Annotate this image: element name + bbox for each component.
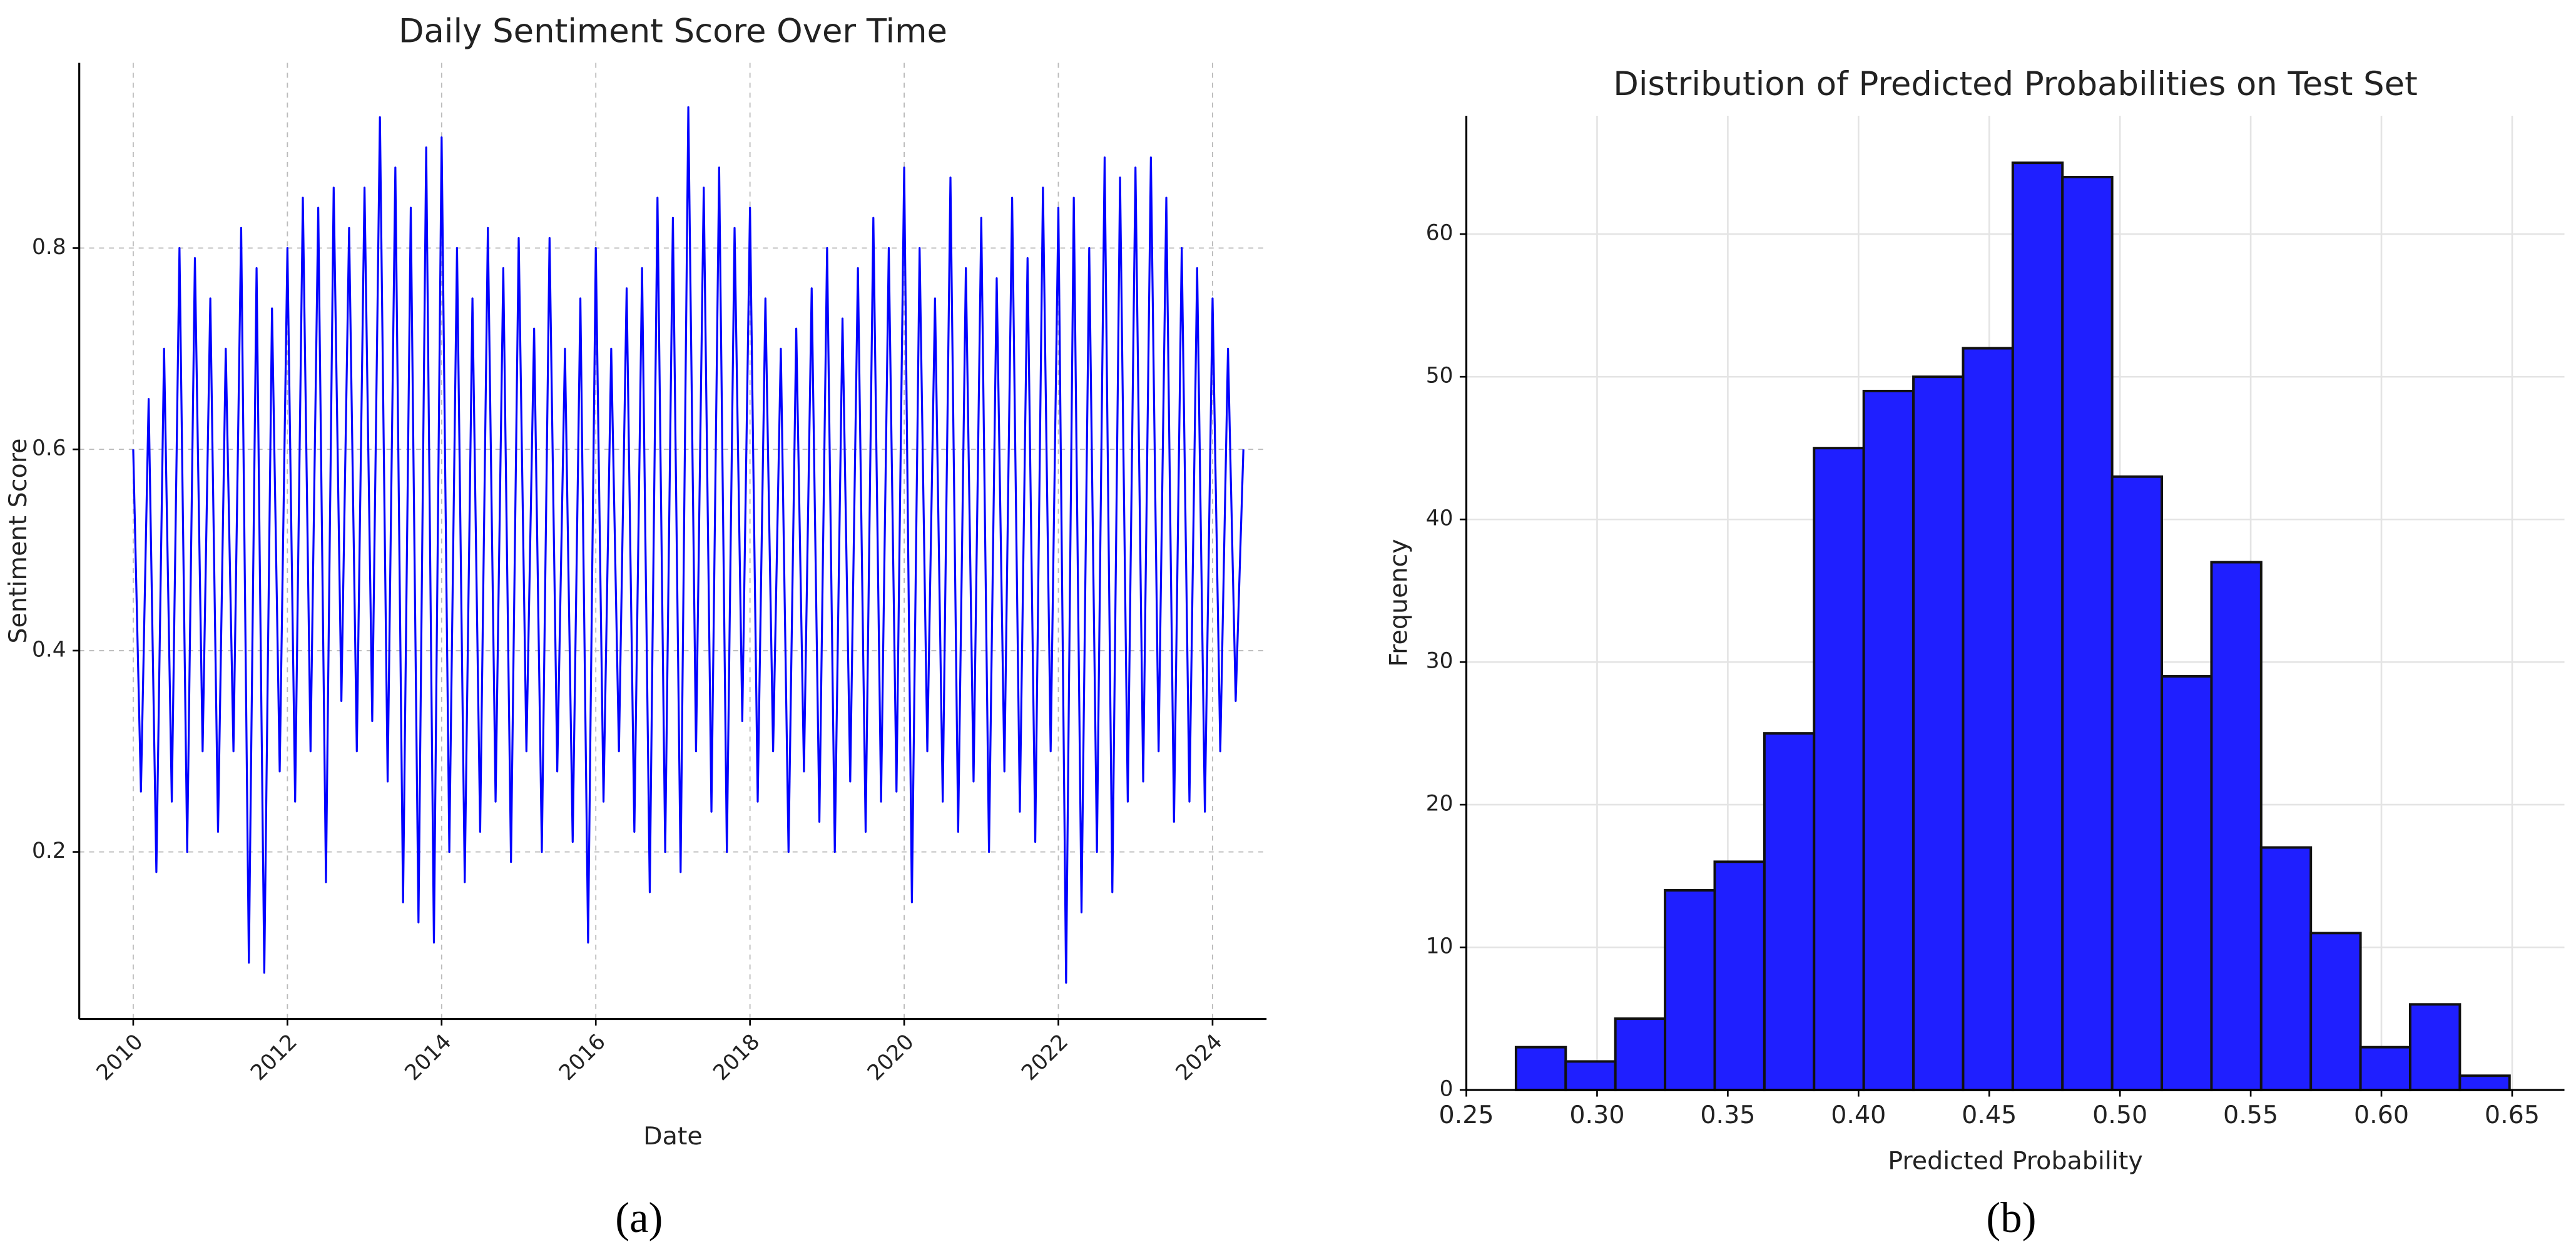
bar bbox=[1962, 347, 2014, 1092]
bar bbox=[2210, 561, 2263, 1092]
x-tick-label: 0.65 bbox=[2485, 1101, 2540, 1129]
x-tick-label: 2010 bbox=[92, 1029, 148, 1086]
caption: (b) bbox=[1986, 1194, 2036, 1241]
y-axis-label: Frequency bbox=[1384, 539, 1413, 666]
x-tick-label: 0.30 bbox=[1569, 1101, 1624, 1129]
x-tick-label: 0.35 bbox=[1700, 1101, 1755, 1129]
x-axis-label: Date bbox=[643, 1122, 703, 1151]
chart-title: Daily Sentiment Score Over Time bbox=[399, 13, 947, 51]
bar bbox=[2161, 674, 2213, 1092]
x-tick-label: 2018 bbox=[708, 1029, 765, 1086]
bar bbox=[1813, 447, 1865, 1092]
y-axis-label: Sentiment Score bbox=[4, 439, 33, 644]
x-tick-label: 0.60 bbox=[2354, 1101, 2409, 1129]
x-tick-label: 2022 bbox=[1017, 1029, 1073, 1086]
y-tick-label: 0 bbox=[1440, 1077, 1453, 1102]
bar bbox=[1564, 1060, 1617, 1092]
y-tick-label: 50 bbox=[1426, 364, 1453, 389]
bar bbox=[1614, 1017, 1667, 1092]
bar bbox=[1862, 389, 1915, 1092]
y-tick-label: 0.8 bbox=[32, 235, 66, 260]
caption: (a) bbox=[615, 1194, 663, 1241]
line bbox=[132, 106, 1245, 984]
x-tick-label: 2012 bbox=[246, 1029, 302, 1086]
bar bbox=[1713, 860, 1766, 1092]
bar bbox=[2110, 475, 2164, 1092]
bar bbox=[2409, 1003, 2461, 1092]
x-tick-label: 2014 bbox=[400, 1029, 456, 1086]
bar bbox=[2458, 1074, 2511, 1092]
x-tick-label: 2016 bbox=[554, 1029, 611, 1086]
x-axis-label: Predicted Probability bbox=[1888, 1147, 2143, 1176]
bar bbox=[1912, 375, 1965, 1092]
y-tick-label: 0.2 bbox=[32, 838, 66, 863]
bar bbox=[2309, 932, 2362, 1092]
x-tick-label: 0.50 bbox=[2092, 1101, 2147, 1129]
y-tick-label: 20 bbox=[1426, 791, 1453, 817]
bar bbox=[1664, 888, 1716, 1092]
bar bbox=[2011, 161, 2064, 1092]
chart-title: Distribution of Predicted Probabilities … bbox=[1613, 65, 2418, 103]
bar bbox=[2061, 176, 2114, 1092]
bar bbox=[2259, 846, 2313, 1092]
x-tick-label: 2020 bbox=[863, 1029, 919, 1086]
x-tick-label: 0.45 bbox=[1962, 1101, 2017, 1129]
y-tick-label: 10 bbox=[1426, 934, 1453, 959]
y-tick-label: 30 bbox=[1426, 649, 1453, 674]
x-tick-label: 0.25 bbox=[1438, 1101, 1494, 1129]
bar bbox=[1763, 732, 1816, 1092]
x-tick-label: 0.40 bbox=[1831, 1101, 1886, 1129]
bar bbox=[1514, 1046, 1567, 1092]
y-tick-label: 0.4 bbox=[32, 637, 66, 662]
y-tick-label: 40 bbox=[1426, 506, 1453, 531]
x-tick-label: 2024 bbox=[1171, 1029, 1228, 1086]
y-tick-label: 0.6 bbox=[32, 436, 66, 461]
x-tick-label: 0.55 bbox=[2223, 1101, 2278, 1129]
y-tick-label: 60 bbox=[1426, 221, 1453, 246]
bar bbox=[2359, 1046, 2411, 1092]
